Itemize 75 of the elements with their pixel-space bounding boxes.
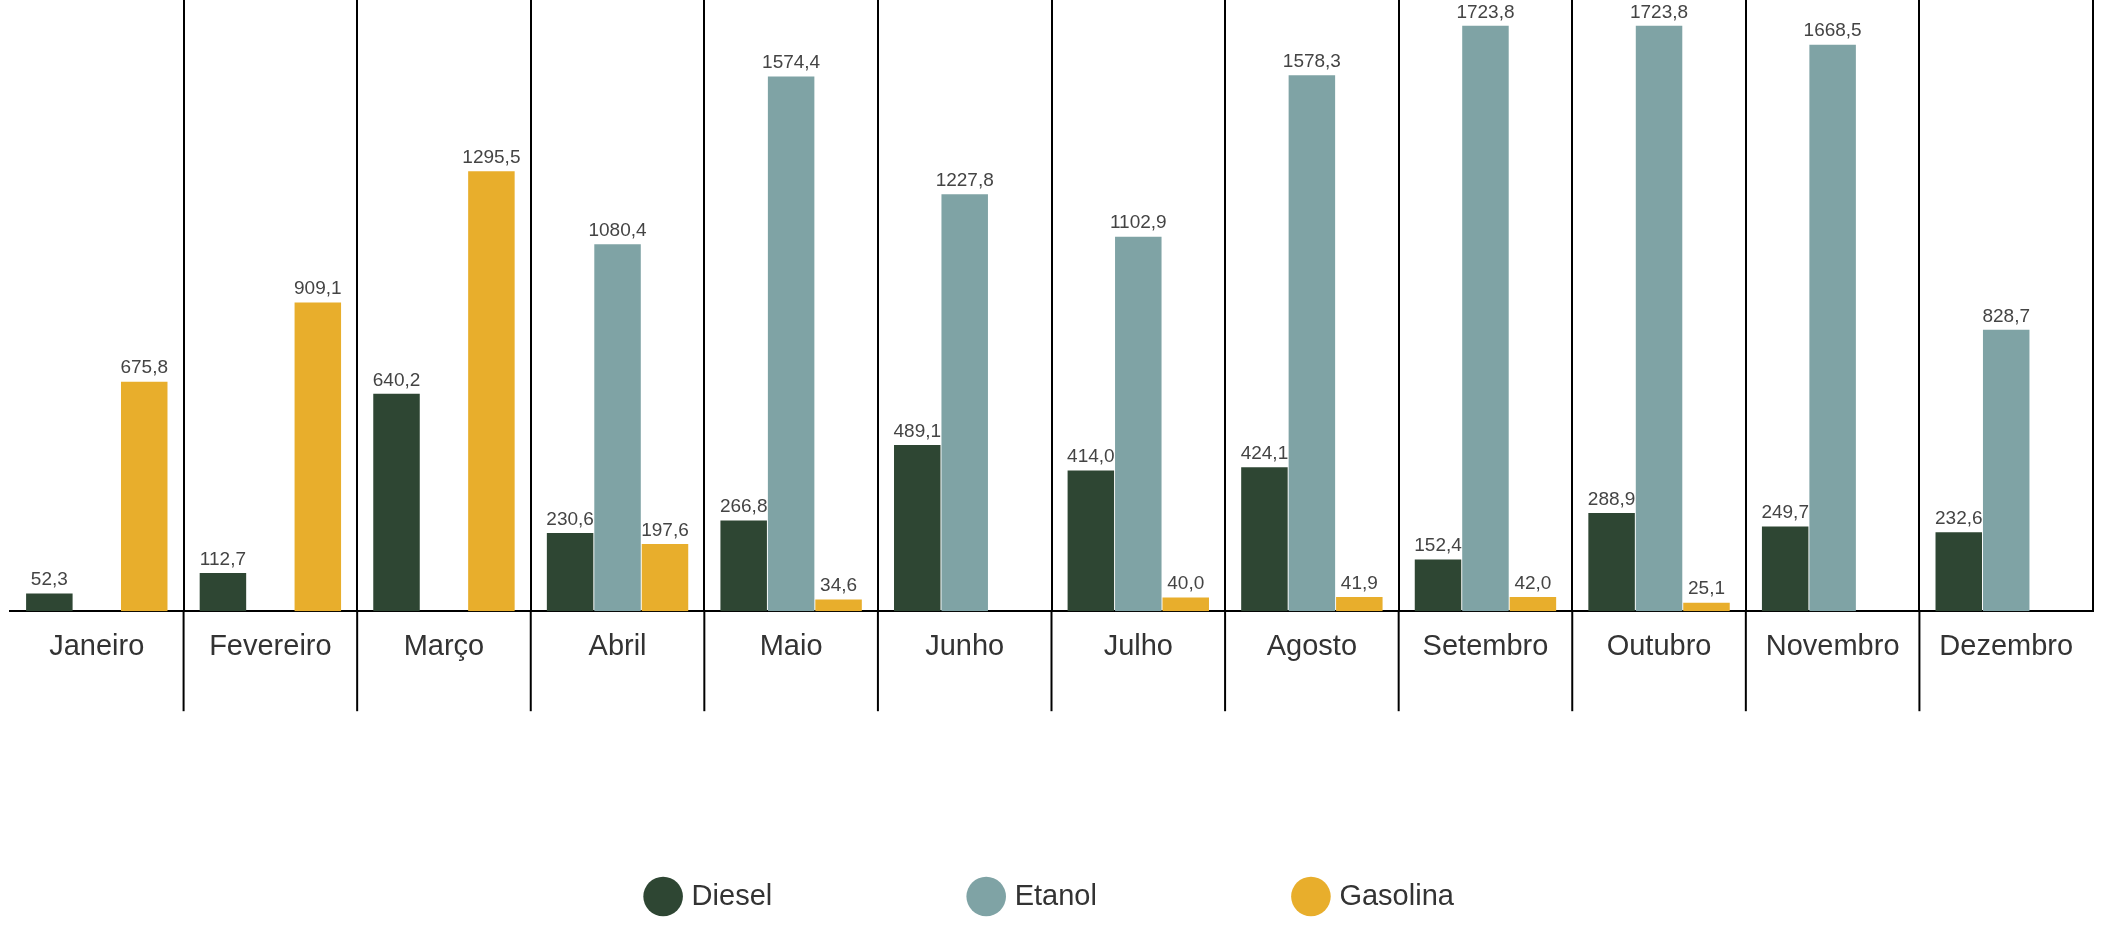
x-tick-label: Fevereiro: [209, 628, 332, 661]
x-tick-label: Setembro: [1422, 628, 1549, 661]
bar: [26, 593, 73, 612]
bar: [1509, 596, 1557, 612]
bar: [1935, 532, 1983, 612]
x-tick-label: Julho: [1103, 628, 1173, 661]
data-label: 909,1: [294, 277, 342, 299]
data-label: 1295,5: [462, 146, 521, 168]
data-label: 34,6: [820, 574, 858, 596]
data-label: 249,7: [1761, 501, 1809, 523]
data-label: 52,3: [30, 568, 68, 590]
data-label: 640,2: [372, 368, 421, 390]
legend-label: Gasolina: [1339, 878, 1455, 911]
bar: [1162, 597, 1209, 612]
data-label: 112,7: [199, 547, 246, 569]
data-label: 414,0: [1067, 445, 1115, 467]
data-label: 1080,4: [588, 219, 648, 241]
data-label: 1723,8: [1456, 0, 1515, 22]
data-label: 266,8: [719, 495, 768, 517]
bar: [767, 76, 815, 612]
bar: [1635, 25, 1683, 612]
data-label: 1723,8: [1629, 0, 1689, 22]
data-label: 197,6: [641, 518, 689, 540]
bar: [941, 194, 988, 612]
x-tick-label: Março: [403, 628, 485, 661]
x-tick-label: Dezembro: [1939, 628, 2074, 661]
data-label: 230,6: [546, 507, 594, 529]
bar: [120, 381, 168, 612]
bar: [546, 532, 594, 612]
bar: [199, 572, 247, 612]
bar: [594, 244, 641, 612]
legend-label: Etanol: [1014, 878, 1097, 911]
bar: [1241, 467, 1288, 612]
data-label: 1574,4: [762, 51, 821, 73]
data-label: 152,4: [1414, 534, 1463, 556]
bar: [468, 171, 515, 612]
bar: [373, 393, 420, 612]
bar: [894, 445, 941, 612]
x-tick-label: Novembro: [1765, 628, 1900, 661]
bar: [294, 302, 342, 612]
data-label: 42,0: [1514, 571, 1552, 593]
legend-label: Diesel: [691, 878, 773, 911]
data-label: 232,6: [1934, 506, 1983, 528]
data-label: 828,7: [1982, 304, 2030, 326]
data-label: 489,1: [893, 419, 942, 441]
bar: [1288, 75, 1336, 612]
data-label: 25,1: [1688, 577, 1725, 599]
data-label: 1668,5: [1803, 19, 1862, 41]
x-tick-label: Junho: [925, 628, 1005, 661]
x-tick-label: Maio: [759, 628, 823, 661]
bar: [1809, 44, 1856, 612]
data-label: 1102,9: [1109, 211, 1167, 233]
bar: [1588, 513, 1635, 612]
bar: [1462, 25, 1509, 612]
data-label: 424,1: [1240, 441, 1289, 463]
bar: [1761, 526, 1809, 612]
x-tick-label: Outubro: [1606, 628, 1712, 661]
data-label: 1227,8: [935, 169, 994, 191]
data-label: 41,9: [1340, 571, 1378, 593]
bar: [1067, 470, 1115, 612]
bar: [641, 544, 689, 612]
bar: [815, 599, 862, 612]
data-label: 288,9: [1587, 487, 1636, 509]
bar: [1115, 236, 1162, 612]
bar: [1414, 559, 1462, 612]
data-label: 40,0: [1167, 572, 1205, 594]
data-label: 675,8: [120, 356, 169, 378]
bar: [720, 520, 767, 612]
bar: [1683, 602, 1730, 612]
data-label: 1578,3: [1282, 50, 1341, 72]
x-tick-label: Abril: [588, 628, 647, 661]
x-tick-label: Agosto: [1266, 628, 1358, 661]
bar: [1336, 596, 1383, 612]
bar: [1982, 329, 2030, 612]
x-tick-label: Janeiro: [49, 628, 145, 661]
